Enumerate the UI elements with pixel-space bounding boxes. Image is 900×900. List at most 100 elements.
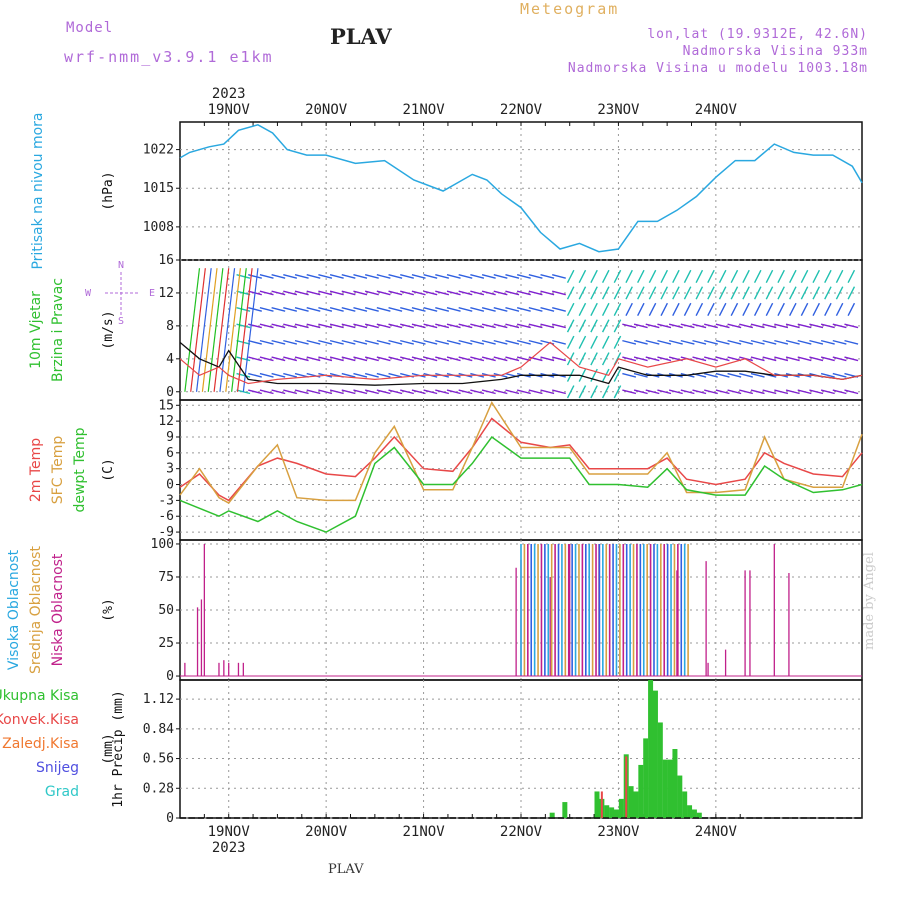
wind-barb (613, 319, 622, 333)
wind-barb (446, 339, 461, 345)
wind-barb (481, 356, 496, 362)
wind-barb (835, 286, 844, 300)
wind-barb (739, 323, 754, 329)
wind-barb (505, 356, 520, 362)
legend-precip-unit: 1hr Precip (mm) (111, 690, 126, 807)
wind-barb (376, 274, 391, 279)
date-label-top: 19NOV (208, 102, 251, 118)
tick-label-wind: 16 (158, 253, 174, 268)
wind-barb (715, 323, 730, 329)
wind-barb (435, 356, 450, 362)
wind-barb (832, 323, 847, 329)
wind-barb (470, 339, 485, 345)
wind-barb (516, 290, 531, 296)
location-info: lon,lat (19.9312E, 42.6N) Nadmorska Visi… (568, 26, 868, 77)
wind-barb (578, 302, 587, 316)
wind-barb (411, 307, 426, 312)
tick-label-temperature: 15 (158, 398, 174, 413)
wind-barb (318, 356, 333, 362)
wind-barb (622, 323, 637, 329)
wind-barb (283, 372, 298, 378)
wind-barb (400, 323, 414, 329)
wind-barb (411, 356, 426, 362)
date-label-top: 22NOV (500, 102, 543, 118)
wind-barb (715, 339, 730, 345)
wind-barb (388, 356, 403, 362)
wind-barb (318, 323, 333, 329)
tick-label-clouds: 25 (158, 636, 174, 651)
wind-barb (625, 269, 633, 284)
wind-barb (435, 274, 450, 279)
wind-barb (400, 389, 414, 395)
wind-barb (294, 389, 309, 395)
tick-label-clouds: 50 (158, 603, 174, 618)
wind-barb (800, 302, 809, 316)
wind-barb (578, 352, 587, 366)
wind-barb (578, 368, 587, 382)
wind-barb (832, 389, 847, 395)
wind-barb (633, 339, 648, 345)
wind-barb (236, 307, 251, 312)
wind-barb (329, 339, 344, 345)
wind-barb (446, 307, 461, 312)
wind-barb (435, 389, 450, 395)
model-version: wrf-nmm_v3.9.1 e1km (64, 48, 274, 66)
wind-barb (341, 290, 356, 296)
wind-barb (435, 307, 450, 312)
wind-barb (400, 356, 414, 362)
wind-barb (283, 307, 298, 312)
footer-station: PLAV (328, 862, 364, 877)
precip-bar (633, 791, 639, 818)
temp-sfc-line (179, 401, 863, 504)
wind-barb (294, 307, 309, 312)
wind-barb (540, 323, 555, 329)
wind-barb (765, 302, 774, 316)
unit-label-pressure: (hPa) (101, 171, 116, 210)
wind-barb (718, 286, 727, 300)
wind-barb (528, 307, 543, 312)
pressure-line (179, 123, 863, 253)
wind-barb (236, 268, 253, 392)
wind-barb (727, 389, 742, 395)
wind-barb (283, 290, 298, 296)
wind-barb (727, 339, 742, 345)
wind-barb (353, 290, 368, 296)
tick-label-clouds: 0 (166, 669, 174, 684)
wind-barb (633, 389, 648, 395)
wind-barb (470, 290, 485, 296)
unit-label-precip: (mm) (101, 733, 116, 764)
wind-barb (824, 302, 832, 316)
date-label-top: 21NOV (402, 102, 445, 118)
wind-barb (753, 286, 762, 300)
model-label: Model (66, 20, 114, 36)
wind-barb (774, 323, 789, 329)
wind-barb (306, 356, 321, 362)
wind-barb (774, 339, 789, 345)
wind-barb (318, 274, 333, 279)
wind-barb (271, 290, 286, 296)
wind-barb (765, 269, 774, 284)
wind-barb (470, 274, 485, 279)
wind-barb (645, 389, 660, 395)
wind-barb (613, 385, 622, 399)
wind-barb (692, 323, 707, 329)
wind-barb (777, 302, 785, 316)
wind-barb (446, 389, 461, 395)
wind-barb (835, 269, 844, 284)
wind-barb (590, 385, 598, 399)
wind-dir-letter: W (85, 288, 92, 299)
date-label-top: 20NOV (305, 102, 348, 118)
wind-barb (481, 323, 496, 329)
wind-barb (225, 268, 242, 392)
wind-barb (601, 335, 610, 349)
wind-barb (657, 323, 672, 329)
tick-label-clouds: 75 (158, 570, 174, 585)
legend-temp-sfc: SFC Temp (50, 436, 66, 505)
precip-bar (638, 764, 644, 818)
wind-barb (657, 339, 672, 345)
wind-barb (797, 339, 812, 345)
model-elevation-text: Nadmorska Visina u modelu 1003.18m (567, 61, 868, 76)
wind-barb (481, 339, 496, 345)
wind-barb (637, 269, 645, 284)
wind-barb (707, 269, 715, 284)
